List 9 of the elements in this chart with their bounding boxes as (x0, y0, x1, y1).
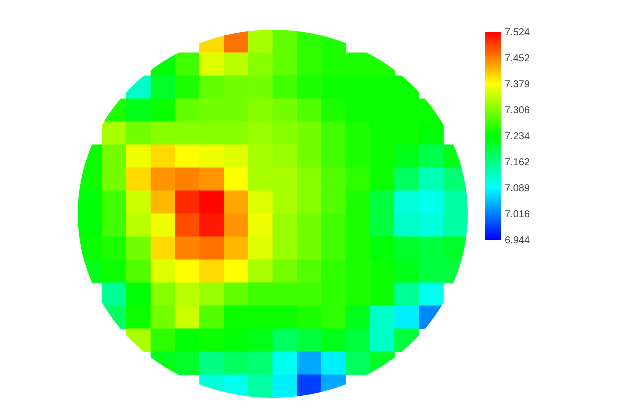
color-bar-label: 7.016 (505, 210, 530, 221)
color-bar-label: 7.379 (505, 80, 530, 90)
color-bar-label: 7.306 (505, 106, 530, 117)
color-bar-label: 7.089 (505, 184, 530, 194)
color-bar-label: 6.944 (505, 236, 530, 246)
color-bar-label: 7.524 (505, 28, 530, 38)
color-bar-label: 7.162 (505, 157, 530, 168)
color-bar-label: 7.452 (505, 53, 530, 64)
color-bar-label: 7.234 (505, 132, 530, 142)
